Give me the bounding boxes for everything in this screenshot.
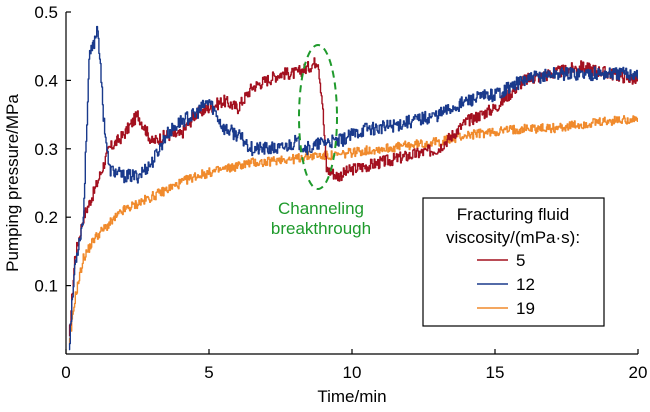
legend-label-19: 19 <box>516 299 535 318</box>
y-tick-label: 0.5 <box>34 3 58 22</box>
x-tick-label: 0 <box>61 363 70 382</box>
x-ticks: 0 5 10 15 20 <box>61 349 647 382</box>
y-axis-title: Pumping pressure/MPa <box>3 94 22 272</box>
x-axis-title: Time/min <box>317 387 386 406</box>
legend-box <box>422 197 605 327</box>
y-ticks: 0.1 0.2 0.3 0.4 0.5 <box>34 3 71 296</box>
legend-label-5: 5 <box>516 251 525 270</box>
legend-title-line1: Fracturing fluid <box>457 205 569 224</box>
x-tick-label: 15 <box>486 363 505 382</box>
legend-label-12: 12 <box>516 275 535 294</box>
channeling-ellipse <box>298 44 338 190</box>
y-tick-label: 0.4 <box>34 71 58 90</box>
series-group <box>68 25 638 351</box>
legend: Fracturing fluid viscosity/(mPa·s): 5 12 1… <box>422 197 605 327</box>
annotation-line2: breakthrough <box>271 219 371 238</box>
x-tick-label: 10 <box>343 363 362 382</box>
x-tick-label: 5 <box>204 363 213 382</box>
x-tick-label: 20 <box>629 363 648 382</box>
y-tick-label: 0.2 <box>34 208 58 227</box>
annotation-line1: Channeling <box>278 199 364 218</box>
y-tick-label: 0.3 <box>34 140 58 159</box>
legend-title-line2: viscosity/(mPa·s): <box>446 228 580 247</box>
y-tick-label: 0.1 <box>34 277 58 296</box>
series-12-line <box>68 25 638 351</box>
series-19-line <box>68 115 638 345</box>
